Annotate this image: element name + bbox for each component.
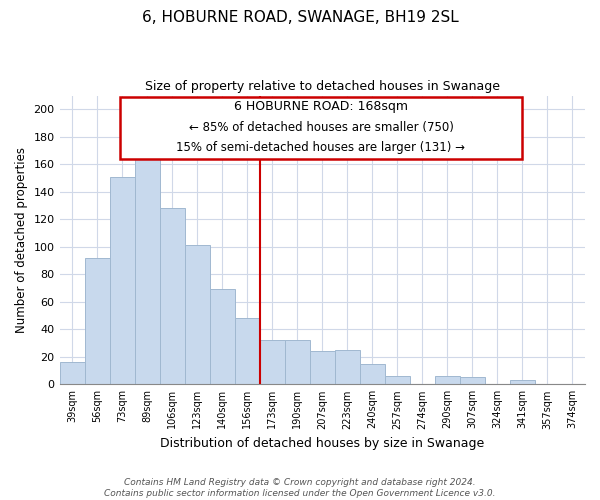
Bar — [134, 158, 160, 384]
Bar — [209, 290, 235, 384]
FancyBboxPatch shape — [120, 97, 522, 159]
Bar — [110, 176, 134, 384]
Bar — [360, 364, 385, 384]
Bar — [285, 340, 310, 384]
Bar — [435, 376, 460, 384]
Text: 15% of semi-detached houses are larger (131) →: 15% of semi-detached houses are larger (… — [176, 142, 466, 154]
Bar — [235, 318, 260, 384]
Bar — [335, 350, 360, 384]
Text: ← 85% of detached houses are smaller (750): ← 85% of detached houses are smaller (75… — [188, 120, 454, 134]
Text: Contains HM Land Registry data © Crown copyright and database right 2024.
Contai: Contains HM Land Registry data © Crown c… — [104, 478, 496, 498]
Title: Size of property relative to detached houses in Swanage: Size of property relative to detached ho… — [145, 80, 500, 93]
Bar — [460, 378, 485, 384]
Bar — [260, 340, 285, 384]
Bar — [510, 380, 535, 384]
Bar — [185, 246, 209, 384]
Bar — [310, 352, 335, 384]
Bar — [385, 376, 410, 384]
Text: 6, HOBURNE ROAD, SWANAGE, BH19 2SL: 6, HOBURNE ROAD, SWANAGE, BH19 2SL — [142, 10, 458, 25]
Text: 6 HOBURNE ROAD: 168sqm: 6 HOBURNE ROAD: 168sqm — [234, 100, 408, 113]
Bar — [85, 258, 110, 384]
Bar — [160, 208, 185, 384]
X-axis label: Distribution of detached houses by size in Swanage: Distribution of detached houses by size … — [160, 437, 484, 450]
Bar — [59, 362, 85, 384]
Y-axis label: Number of detached properties: Number of detached properties — [15, 147, 28, 333]
